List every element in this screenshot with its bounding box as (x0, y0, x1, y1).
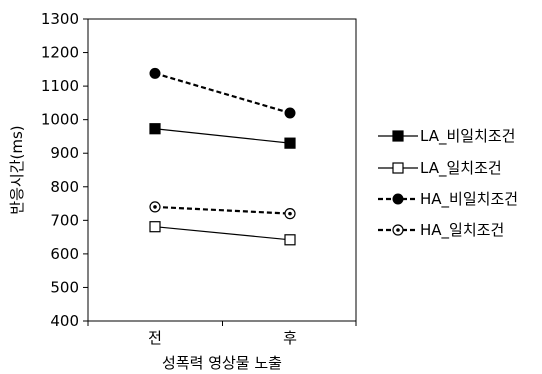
y-axis: 400 500 600 700 800 900 1000 1100 1200 1300 (41, 10, 88, 330)
plot-area (87, 18, 357, 322)
legend: LA_비일치조건 LA_일치조건 HA_비일치조건 HA_일치조건 (378, 127, 518, 240)
legend-marker (392, 130, 404, 142)
legend-label: LA_비일치조건 (420, 127, 515, 146)
y-tick-label: 1000 (41, 111, 79, 129)
series-line (154, 226, 291, 241)
series-4 (149, 201, 296, 220)
legend-marker (392, 162, 404, 174)
data-point (149, 123, 161, 135)
x-tick-label: 전 (148, 329, 162, 347)
legend-item: HA_비일치조건 (378, 190, 518, 209)
y-tick-label: 600 (50, 245, 79, 263)
legend-label: HA_비일치조건 (420, 190, 518, 209)
data-point (149, 221, 161, 233)
series-2 (149, 221, 296, 246)
data-point (284, 208, 296, 220)
y-tick-label: 800 (50, 178, 79, 196)
legend-marker (392, 224, 404, 236)
y-tick-label: 500 (50, 278, 79, 296)
data-point (284, 234, 296, 246)
series-1 (149, 123, 296, 149)
x-tick-label: 후 (283, 329, 297, 347)
legend-item: HA_일치조건 (378, 221, 504, 240)
series-layer (149, 67, 296, 246)
legend-item: LA_일치조건 (378, 159, 502, 178)
series-line (154, 128, 291, 144)
y-tick-label: 1200 (41, 44, 79, 62)
y-tick-label: 1100 (41, 77, 79, 95)
legend-label: HA_일치조건 (420, 221, 504, 240)
y-tick-label: 900 (50, 144, 79, 162)
data-point (149, 67, 161, 79)
x-axis-title: 성폭력 영상물 노출 (162, 354, 282, 372)
y-tick-label: 400 (50, 312, 79, 330)
legend-marker (392, 193, 404, 205)
data-point (149, 201, 161, 213)
data-point (284, 107, 296, 119)
y-tick-label: 700 (50, 211, 79, 229)
y-axis-title: 반응시간(ms) (8, 125, 26, 214)
series-line (154, 205, 291, 215)
data-point (284, 137, 296, 149)
y-tick-label: 1300 (41, 10, 79, 28)
legend-label: LA_일치조건 (420, 159, 502, 178)
series-3 (149, 67, 296, 119)
legend-item: LA_비일치조건 (378, 127, 515, 146)
